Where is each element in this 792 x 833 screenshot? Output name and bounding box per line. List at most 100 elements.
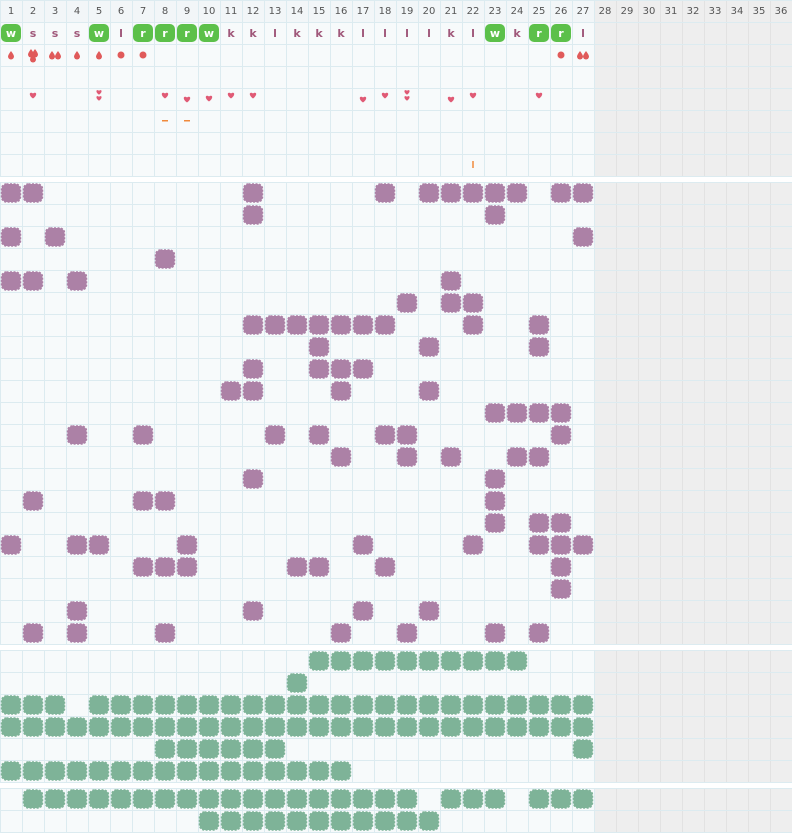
blob — [66, 271, 88, 291]
blob — [264, 811, 286, 831]
blob — [154, 491, 176, 511]
blob — [484, 491, 506, 511]
blob — [506, 717, 528, 737]
blob — [550, 183, 572, 203]
letter: w — [94, 27, 104, 40]
column-number: 21 — [445, 6, 458, 17]
blob — [198, 717, 220, 737]
letter: r — [184, 27, 190, 40]
blob — [308, 695, 330, 715]
heart-icon — [183, 96, 191, 103]
blob — [330, 359, 352, 379]
letter-badge — [133, 24, 153, 42]
section-bg — [0, 0, 594, 22]
blob — [374, 557, 396, 577]
blob — [242, 789, 264, 809]
blob — [506, 695, 528, 715]
blob — [374, 183, 396, 203]
blob — [0, 271, 22, 291]
blob — [22, 491, 44, 511]
blob — [330, 315, 352, 335]
blob — [462, 183, 484, 203]
blob — [220, 789, 242, 809]
letter-badge — [177, 24, 197, 42]
blob — [44, 789, 66, 809]
column-number: 18 — [379, 6, 392, 17]
blob — [132, 695, 154, 715]
blob — [308, 337, 330, 357]
blob — [484, 403, 506, 423]
column-number: 35 — [753, 6, 766, 17]
blob — [374, 811, 396, 831]
letter: r — [536, 27, 542, 40]
blob — [572, 717, 594, 737]
blob — [418, 695, 440, 715]
blob — [66, 425, 88, 445]
blob — [308, 315, 330, 335]
blob — [88, 761, 110, 781]
blob — [440, 183, 462, 203]
blob — [220, 381, 242, 401]
blob — [506, 403, 528, 423]
blob — [484, 789, 506, 809]
column-number: 15 — [313, 6, 326, 17]
heart-icon — [96, 90, 102, 95]
blob — [286, 761, 308, 781]
column-number: 34 — [731, 6, 744, 17]
drop-icon — [74, 51, 80, 60]
blob — [572, 227, 594, 247]
blob — [418, 381, 440, 401]
blob — [308, 557, 330, 577]
heart-icon — [205, 95, 213, 102]
drop-icon — [55, 51, 61, 60]
blob — [176, 557, 198, 577]
blob — [330, 623, 352, 643]
column-number: 32 — [687, 6, 700, 17]
letter: k — [227, 27, 235, 40]
blob — [176, 789, 198, 809]
blob — [418, 337, 440, 357]
blob — [242, 381, 264, 401]
blob — [66, 761, 88, 781]
blob — [330, 717, 352, 737]
section-bg — [0, 22, 594, 176]
blob — [484, 183, 506, 203]
letter: s — [74, 27, 81, 40]
column-number: 14 — [291, 6, 304, 17]
heart-icon — [469, 92, 477, 99]
blob — [154, 695, 176, 715]
blob — [462, 717, 484, 737]
column-number: 4 — [74, 6, 80, 17]
heart-icon — [161, 92, 169, 99]
blob — [330, 381, 352, 401]
blob — [220, 717, 242, 737]
dot-icon — [117, 51, 125, 59]
column-number: 29 — [621, 6, 634, 17]
blob — [132, 557, 154, 577]
blob — [374, 789, 396, 809]
drop-icon — [96, 51, 102, 60]
letter: l — [427, 27, 431, 40]
blob — [352, 359, 374, 379]
column-number: 25 — [533, 6, 546, 17]
blob — [462, 695, 484, 715]
blob — [550, 579, 572, 599]
heart-icon — [535, 92, 543, 99]
column-number: 2 — [30, 6, 36, 17]
letter-badge — [199, 24, 219, 42]
blob — [176, 695, 198, 715]
blob — [0, 761, 22, 781]
blob — [550, 695, 572, 715]
dash-icon — [184, 120, 190, 122]
blob — [528, 789, 550, 809]
blob — [352, 789, 374, 809]
blob — [308, 761, 330, 781]
blob — [242, 205, 264, 225]
blob — [462, 789, 484, 809]
letter: k — [447, 27, 455, 40]
letter-badge — [485, 24, 505, 42]
blob — [462, 315, 484, 335]
blob — [264, 761, 286, 781]
column-number: 22 — [467, 6, 480, 17]
column-number: 17 — [357, 6, 370, 17]
